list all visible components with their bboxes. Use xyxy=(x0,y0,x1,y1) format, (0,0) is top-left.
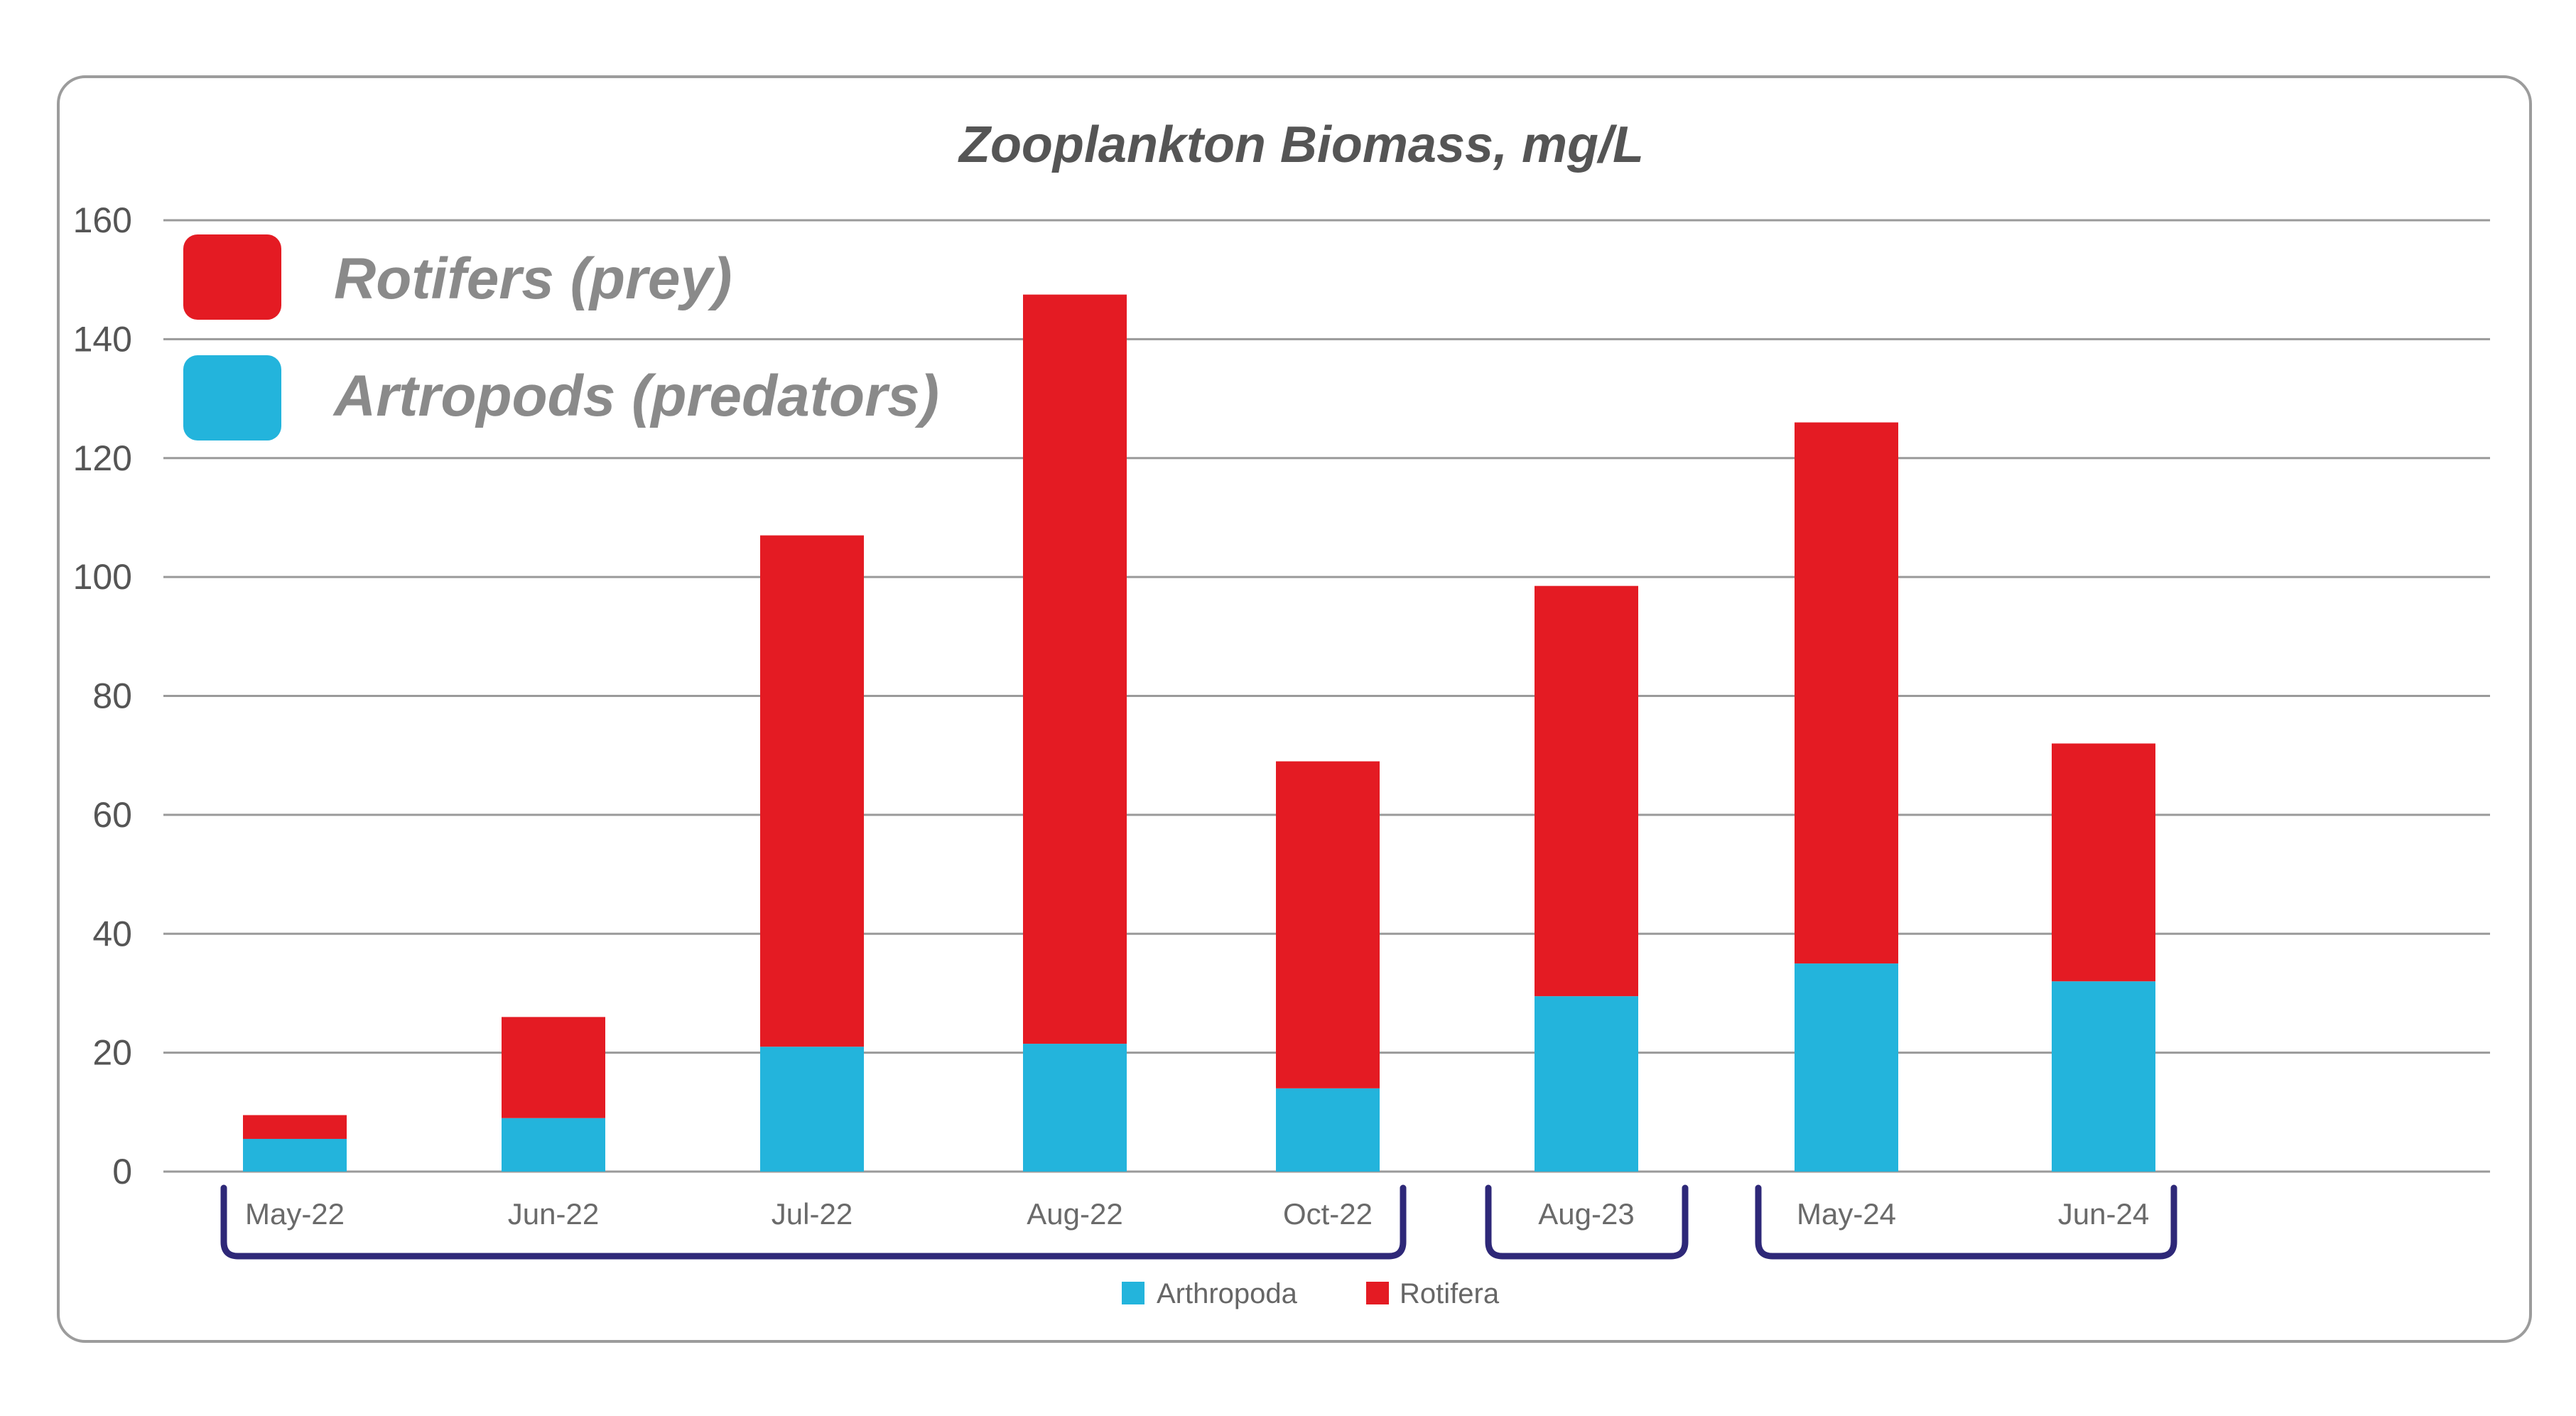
rotifera-legend-label: Rotifera xyxy=(1400,1278,1500,1309)
artropods-swatch xyxy=(183,355,281,441)
x-axis-ticks: May-22 Jun-22 Jul-22 Aug-22 Oct-22 Aug-23 May-… xyxy=(245,1197,2149,1231)
y-tick-label: 40 xyxy=(92,914,132,953)
y-tick-label: 100 xyxy=(73,557,132,597)
y-tick-label: 120 xyxy=(73,438,132,478)
y-tick-label: 80 xyxy=(92,676,132,716)
x-tick-label: Jul-22 xyxy=(772,1197,853,1231)
bar-rotifera xyxy=(1276,761,1380,1088)
y-tick-label: 0 xyxy=(112,1152,132,1191)
bar-arthropoda xyxy=(1276,1088,1380,1172)
x-tick-label: Aug-22 xyxy=(1027,1197,1122,1231)
bar-rotifera xyxy=(502,1017,605,1118)
x-tick-label: May-24 xyxy=(1797,1197,1896,1231)
artropods-legend-label: Artropods (predators) xyxy=(332,364,939,428)
y-tick-label: 160 xyxy=(73,200,132,240)
y-tick-label: 60 xyxy=(92,795,132,835)
arthropoda-legend-label: Arthropoda xyxy=(1157,1278,1298,1309)
bar-arthropoda xyxy=(502,1118,605,1172)
rotifera-legend-swatch xyxy=(1366,1282,1389,1304)
bar-rotifera xyxy=(1795,422,1898,964)
x-tick-label: Oct-22 xyxy=(1283,1197,1373,1231)
year-bracket xyxy=(1755,1184,2177,1260)
bar-arthropoda xyxy=(1795,963,1898,1172)
bars xyxy=(243,294,2155,1172)
x-tick-label: Jun-24 xyxy=(2058,1197,2149,1231)
y-tick-label: 20 xyxy=(92,1033,132,1073)
bottom-legend: Arthropoda Rotifera xyxy=(1122,1278,1500,1309)
rotifers-swatch xyxy=(183,234,281,320)
bar-arthropoda xyxy=(1023,1044,1127,1172)
x-tick-label: May-22 xyxy=(245,1197,345,1231)
year-bracket xyxy=(220,1184,1407,1260)
bar-arthropoda xyxy=(2052,981,2155,1172)
year-brackets xyxy=(220,1184,2177,1260)
bar-rotifera xyxy=(1023,294,1127,1044)
chart-title: Zooplankton Biomass, mg/L xyxy=(958,117,1644,173)
rotifers-legend-label: Rotifers (prey) xyxy=(334,247,732,311)
bar-rotifera xyxy=(2052,743,2155,982)
bar-rotifera xyxy=(1535,585,1638,997)
x-tick-label: Jun-22 xyxy=(508,1197,599,1231)
x-tick-label: Aug-23 xyxy=(1538,1197,1634,1231)
y-axis-ticks: 0 20 40 60 80 100 120 140 160 xyxy=(73,200,132,1191)
annotation-legend: Rotifers (prey) Artropods (predators) xyxy=(183,234,939,441)
year-bracket xyxy=(1485,1184,1689,1260)
bar-arthropoda xyxy=(760,1047,864,1172)
bar-rotifera xyxy=(243,1115,347,1139)
y-tick-label: 140 xyxy=(73,319,132,359)
chart-frame xyxy=(57,75,2532,1343)
bar-arthropoda xyxy=(1535,996,1638,1172)
bar-arthropoda xyxy=(243,1138,347,1172)
bar-rotifera xyxy=(760,535,864,1047)
arthropoda-legend-swatch xyxy=(1122,1282,1144,1304)
